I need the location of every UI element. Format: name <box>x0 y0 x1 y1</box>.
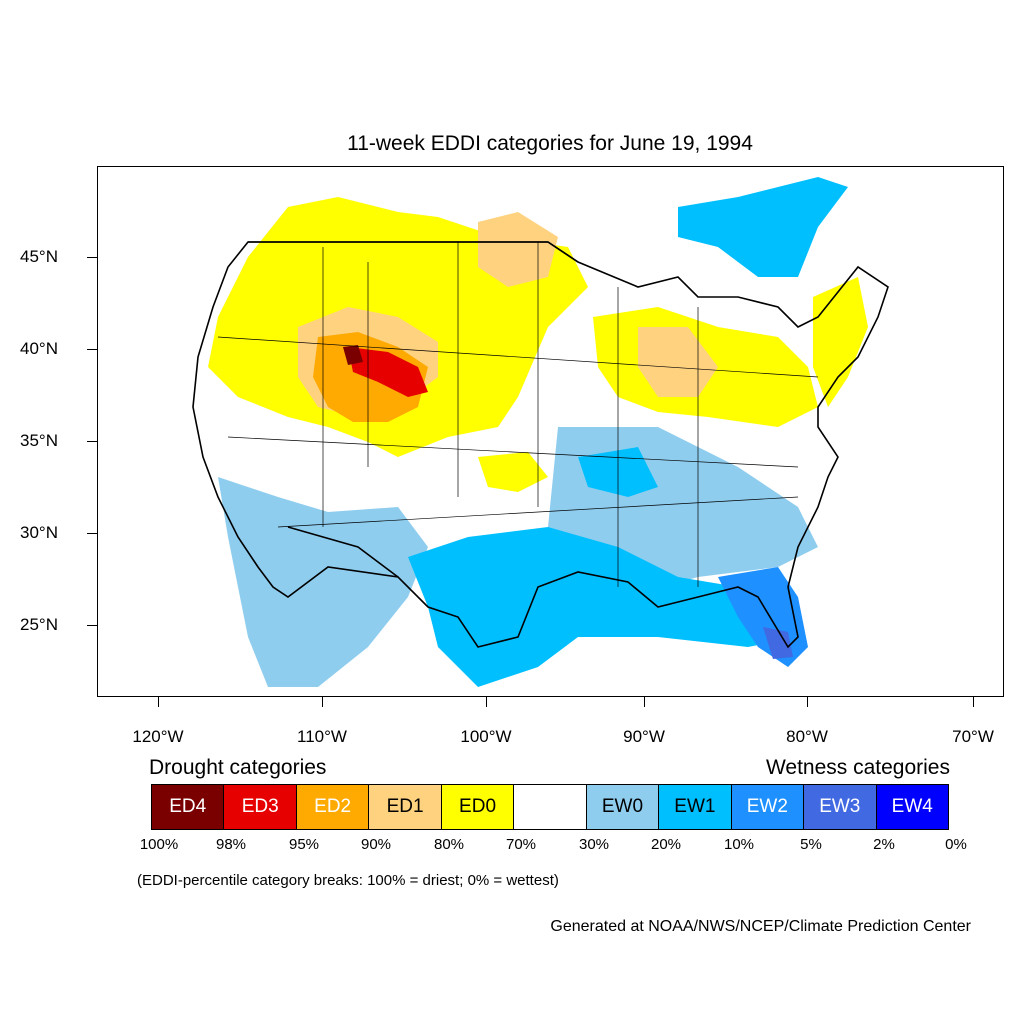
ew0-region-southwest <box>218 477 428 687</box>
ew3-region-florida <box>763 627 793 659</box>
legend-swatch-neutral <box>514 785 587 829</box>
state-line <box>227 436 799 468</box>
lon-tick <box>973 697 974 707</box>
state-line <box>277 496 799 528</box>
coastline <box>192 241 889 649</box>
state-borders <box>217 242 819 587</box>
legend-break: 98% <box>215 836 247 853</box>
map-panel <box>97 166 1004 697</box>
lon-tick <box>807 697 808 707</box>
ew1-region-texas-gulf <box>408 527 798 687</box>
legend-break: 10% <box>723 836 755 853</box>
lon-tick <box>486 697 487 707</box>
lon-label: 100°W <box>460 727 512 746</box>
lat-tick <box>87 625 97 626</box>
lon-label: 70°W <box>952 727 994 746</box>
lat-label: 45°N <box>20 247 58 266</box>
lat-tick <box>87 533 97 534</box>
category-legend: ED4 ED3 ED2 ED1 ED0 EW0 EW1 EW2 EW3 EW4 <box>151 784 949 830</box>
legend-break: 95% <box>288 836 320 853</box>
lat-tick <box>87 349 97 350</box>
lat-label: 25°N <box>20 615 58 634</box>
category-note: (EDDI-percentile category breaks: 100% =… <box>137 872 559 889</box>
drought-categories-label: Drought categories <box>149 756 327 779</box>
state-line <box>217 336 819 378</box>
legend-swatch-ew4: EW4 <box>876 785 948 829</box>
lon-label: 90°W <box>623 727 665 746</box>
lat-tick <box>87 257 97 258</box>
legend-break: 20% <box>650 836 682 853</box>
legend-swatch-ew1: EW1 <box>659 785 732 829</box>
legend-swatch-ed4: ED4 <box>152 785 225 829</box>
legend-break: 2% <box>873 836 895 853</box>
legend-swatch-ed3: ED3 <box>224 785 297 829</box>
legend-swatch-ew2: EW2 <box>731 785 805 829</box>
us-outline <box>192 241 889 649</box>
lon-label: 80°W <box>786 727 828 746</box>
legend-break: 90% <box>360 836 392 853</box>
us-canada-border <box>248 241 579 263</box>
lon-label: 120°W <box>132 727 184 746</box>
legend-swatch-ed1: ED1 <box>369 785 442 829</box>
legend-swatch-ew0: EW0 <box>586 785 660 829</box>
lat-tick <box>87 441 97 442</box>
map-title: 11-week EDDI categories for June 19, 199… <box>347 132 753 155</box>
ed4-region <box>343 345 363 365</box>
eddi-map <box>192 177 889 687</box>
legend-break: 5% <box>800 836 822 853</box>
lat-label: 35°N <box>20 431 58 450</box>
lon-tick <box>644 697 645 707</box>
wetness-shading <box>218 177 848 687</box>
lon-tick <box>158 697 159 707</box>
ed0-region-northeast <box>813 277 868 407</box>
legend-break: 30% <box>578 836 610 853</box>
lat-label: 40°N <box>20 339 58 358</box>
lon-tick <box>322 697 323 707</box>
legend-swatch-ed2: ED2 <box>296 785 370 829</box>
us-mexico-border <box>287 526 399 578</box>
legend-swatch-ed0: ED0 <box>441 785 515 829</box>
legend-break: 0% <box>945 836 967 853</box>
legend-swatch-ew3: EW3 <box>804 785 877 829</box>
wetness-categories-label: Wetness categories <box>765 756 950 779</box>
credit-text: Generated at NOAA/NWS/NCEP/Climate Predi… <box>550 918 971 935</box>
legend-break: 80% <box>433 836 465 853</box>
ed0-region-texas-north <box>478 452 548 492</box>
lon-label: 110°W <box>297 727 347 746</box>
legend-break: 100% <box>139 836 179 853</box>
ew1-region-canada <box>678 177 848 277</box>
lat-label: 30°N <box>20 523 58 542</box>
legend-break: 70% <box>505 836 537 853</box>
